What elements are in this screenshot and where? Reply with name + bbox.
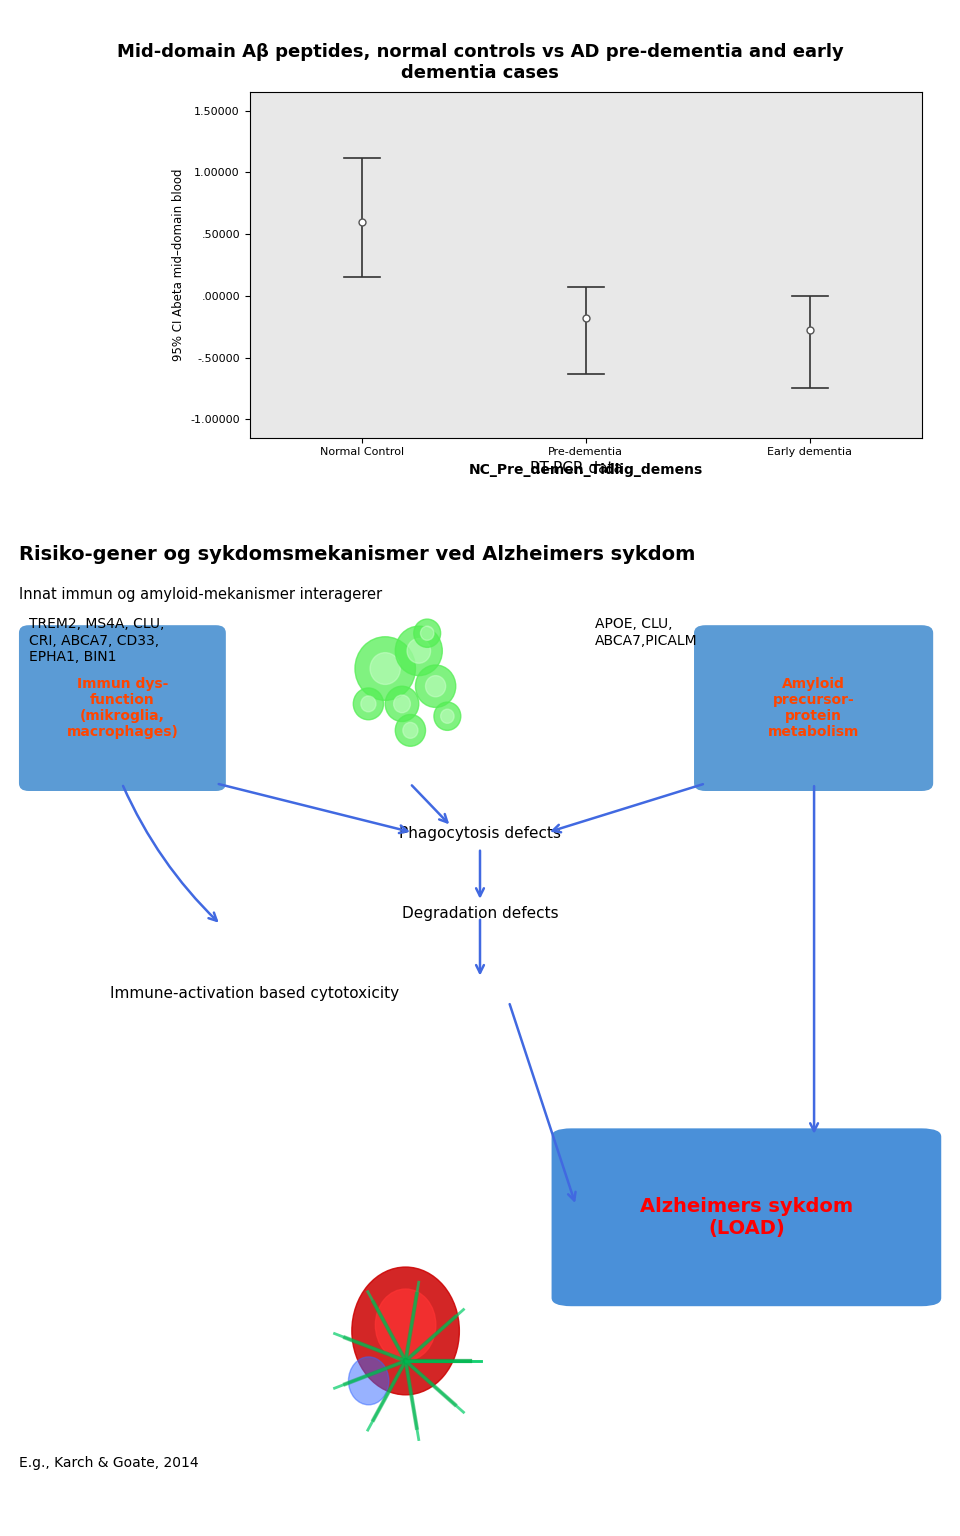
Text: TREM2, MS4A, CLU,
CRI, ABCA7, CD33,
EPHA1, BIN1: TREM2, MS4A, CLU, CRI, ABCA7, CD33, EPHA… xyxy=(29,617,164,664)
Text: Immune-activation based cytotoxicity: Immune-activation based cytotoxicity xyxy=(110,986,399,1001)
Circle shape xyxy=(425,676,445,697)
Text: E.g., Karch & Goate, 2014: E.g., Karch & Goate, 2014 xyxy=(19,1456,199,1470)
Text: Innat immun og amyloid-mekanismer interagerer: Innat immun og amyloid-mekanismer intera… xyxy=(19,587,382,602)
Circle shape xyxy=(396,714,425,746)
Circle shape xyxy=(348,1356,389,1405)
Text: Immun dys-
function
(mikroglia,
macrophages): Immun dys- function (mikroglia, macropha… xyxy=(66,677,179,739)
FancyBboxPatch shape xyxy=(17,624,228,793)
Circle shape xyxy=(375,1289,436,1361)
Circle shape xyxy=(352,1267,459,1395)
Circle shape xyxy=(403,722,418,739)
Circle shape xyxy=(414,619,441,647)
Text: RT-PCR data: RT-PCR data xyxy=(530,461,622,476)
Circle shape xyxy=(371,653,400,685)
X-axis label: NC_Pre_demen_Tidlig_demens: NC_Pre_demen_Tidlig_demens xyxy=(468,462,703,478)
Circle shape xyxy=(434,702,461,731)
Text: Risiko-gener og sykdomsmekanismer ved Alzheimers sykdom: Risiko-gener og sykdomsmekanismer ved Al… xyxy=(19,545,696,564)
Circle shape xyxy=(420,627,434,641)
Text: Phagocytosis defects: Phagocytosis defects xyxy=(399,826,561,842)
Circle shape xyxy=(416,665,456,708)
Circle shape xyxy=(394,694,411,713)
FancyBboxPatch shape xyxy=(693,624,934,793)
Circle shape xyxy=(396,627,443,676)
Circle shape xyxy=(355,637,416,700)
FancyBboxPatch shape xyxy=(550,1127,943,1307)
Text: APOE, CLU,
ABCA7,PICALM: APOE, CLU, ABCA7,PICALM xyxy=(595,617,698,648)
Circle shape xyxy=(361,696,376,711)
Text: Mid-domain Aβ peptides, normal controls vs AD pre-dementia and early
dementia ca: Mid-domain Aβ peptides, normal controls … xyxy=(116,43,844,81)
Circle shape xyxy=(385,687,419,722)
Text: Amyloid
precursor-
protein
metabolism: Amyloid precursor- protein metabolism xyxy=(768,677,859,739)
Circle shape xyxy=(441,710,454,723)
Circle shape xyxy=(353,688,384,720)
Circle shape xyxy=(407,639,431,664)
Y-axis label: 95% CI Abeta mid–domain blood: 95% CI Abeta mid–domain blood xyxy=(172,169,184,361)
Text: Alzheimers sykdom
(LOAD): Alzheimers sykdom (LOAD) xyxy=(639,1197,853,1238)
Text: Degradation defects: Degradation defects xyxy=(401,906,559,922)
